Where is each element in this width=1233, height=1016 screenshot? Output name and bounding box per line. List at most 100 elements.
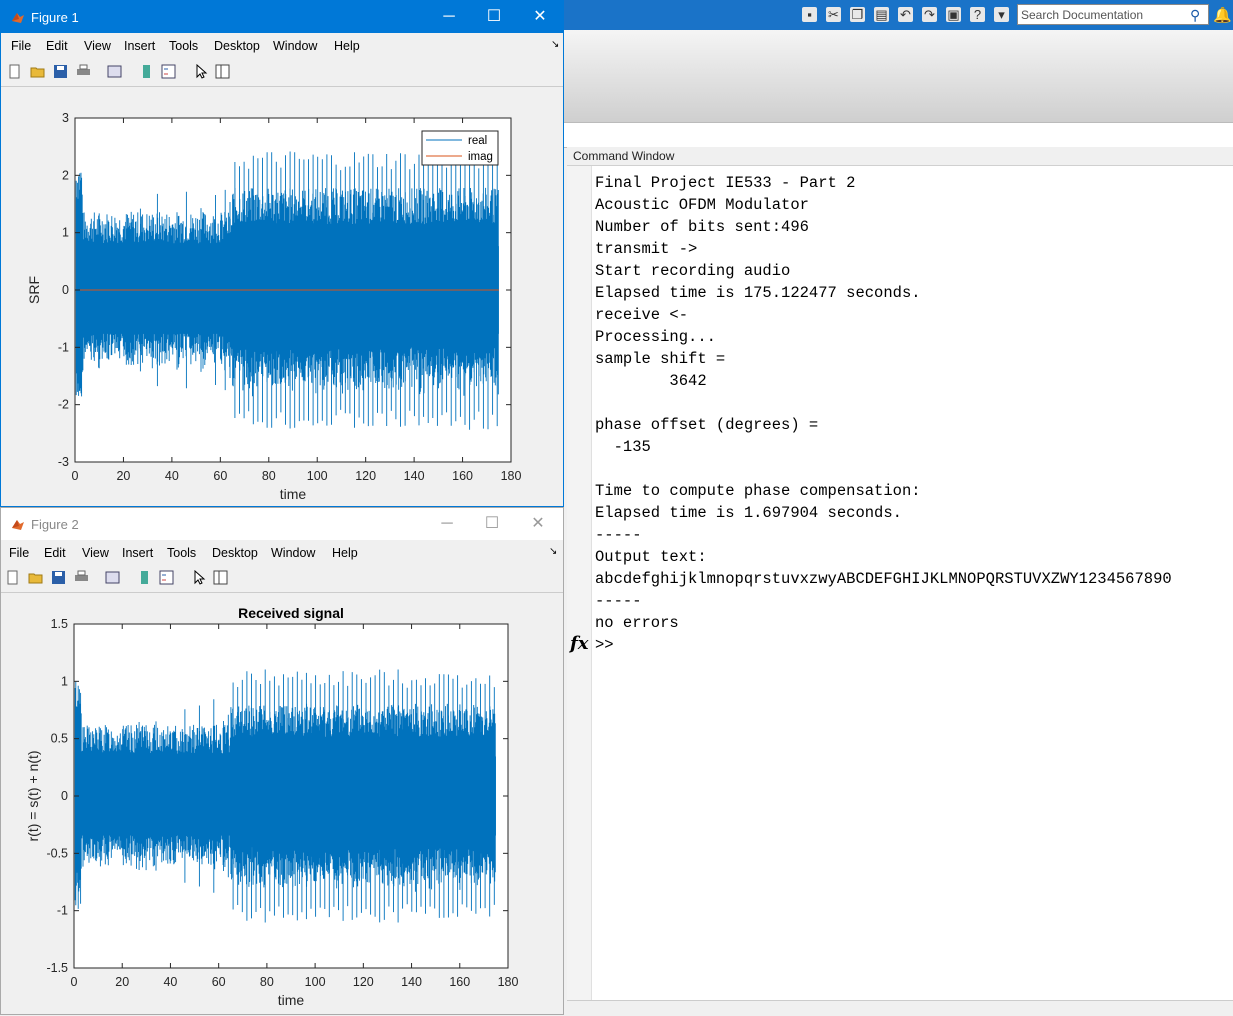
- menu-file[interactable]: File: [9, 546, 30, 560]
- maximize-button[interactable]: ☐: [484, 515, 500, 532]
- command-line: -----: [595, 526, 642, 544]
- open-file-icon[interactable]: [30, 64, 45, 79]
- x-tick-label: 60: [212, 975, 226, 989]
- command-line: Elapsed time is 175.122477 seconds.: [595, 284, 921, 302]
- insert-colorbar-icon[interactable]: [139, 64, 154, 79]
- x-tick-label: 40: [163, 975, 177, 989]
- figure-1-toolbar: [1, 58, 563, 87]
- command-window[interactable]: [567, 166, 1233, 1000]
- search-icon[interactable]: ⚲: [1190, 7, 1201, 23]
- menu-help[interactable]: Help: [334, 39, 360, 53]
- y-tick-label: -3: [58, 455, 69, 469]
- legend-label: imag: [468, 151, 493, 163]
- insert-legend-icon[interactable]: [159, 570, 174, 585]
- insert-colorbar-icon[interactable]: [137, 570, 152, 585]
- command-line: Elapsed time is 1.697904 seconds.: [595, 504, 902, 522]
- dropdown-icon[interactable]: ▾: [994, 7, 1009, 22]
- minimize-button[interactable]: ─: [443, 8, 455, 25]
- insert-legend-icon[interactable]: [161, 64, 176, 79]
- menu-desktop[interactable]: Desktop: [212, 546, 258, 560]
- signal-strokes: [74, 669, 496, 923]
- notification-bell-icon[interactable]: 🔔: [1213, 7, 1232, 24]
- save-figure-icon[interactable]: [51, 570, 66, 585]
- command-window-output[interactable]: Final Project IE533 - Part 2 Acoustic OFD…: [595, 172, 1172, 656]
- dock-arrow-icon[interactable]: ↘: [549, 546, 558, 557]
- dock-arrow-icon[interactable]: ↘: [551, 39, 560, 50]
- menu-file[interactable]: File: [11, 39, 32, 53]
- new-figure-icon[interactable]: [7, 64, 22, 79]
- cut-icon[interactable]: ✂: [826, 7, 841, 22]
- menu-edit[interactable]: Edit: [44, 546, 66, 560]
- matlab-logo-icon: [12, 13, 24, 23]
- x-tick-label: 180: [501, 469, 522, 483]
- menu-insert[interactable]: Insert: [124, 39, 156, 53]
- save-figure-icon[interactable]: [53, 64, 68, 79]
- print-figure-icon[interactable]: [74, 570, 89, 585]
- link-plot-icon[interactable]: [107, 64, 122, 79]
- print-figure-icon[interactable]: [76, 64, 91, 79]
- help-icon[interactable]: ?: [970, 7, 985, 22]
- x-tick-label: 120: [355, 469, 376, 483]
- edit-plot-pointer-icon[interactable]: [192, 570, 207, 585]
- menu-window[interactable]: Window: [271, 546, 316, 560]
- paste-icon[interactable]: ▤: [874, 7, 889, 22]
- command-line: >>: [595, 636, 614, 654]
- figure-2-window: Figure 2 ─ ☐ ✕ File Edit View Insert Too…: [0, 507, 564, 1015]
- x-tick-label: 140: [401, 975, 422, 989]
- redo-icon[interactable]: ↷: [922, 7, 937, 22]
- menu-insert[interactable]: Insert: [122, 546, 154, 560]
- save-icon[interactable]: ▪: [802, 7, 817, 22]
- show-plot-tools-icon[interactable]: [213, 570, 228, 585]
- menu-window[interactable]: Window: [273, 39, 318, 53]
- x-tick-label: 160: [449, 975, 470, 989]
- menu-desktop[interactable]: Desktop: [214, 39, 260, 53]
- y-tick-label: -1: [57, 904, 68, 918]
- copy-icon[interactable]: ❐: [850, 7, 865, 22]
- command-line: Number of bits sent:496: [595, 218, 809, 236]
- x-tick-label: 160: [452, 469, 473, 483]
- maximize-button[interactable]: ☐: [486, 8, 502, 25]
- command-line: abcdefghijklmnopqrstuvxzwyABCDEFGHIJKLMN…: [595, 570, 1172, 588]
- figure-2-titlebar[interactable]: Figure 2 ─ ☐ ✕: [1, 508, 563, 540]
- x-tick-label: 180: [498, 975, 519, 989]
- command-window-header: Command Window: [567, 147, 1233, 166]
- x-tick-label: 100: [305, 975, 326, 989]
- command-line: Start recording audio: [595, 262, 791, 280]
- figure-1-axes[interactable]: 0 20 40 60 80 100 120 140 160 180 3 2 1 0 -1 -2 -3 time SR…: [3, 87, 561, 505]
- x-tick-label: 80: [260, 975, 274, 989]
- undo-icon[interactable]: ↶: [898, 7, 913, 22]
- command-line: no errors: [595, 614, 679, 632]
- function-browser-icon[interactable]: fx: [570, 633, 589, 654]
- x-tick-label: 40: [165, 469, 179, 483]
- figure-1-title: Figure 1: [31, 10, 79, 25]
- series-real-line: [74, 669, 496, 923]
- minimize-button[interactable]: ─: [441, 515, 453, 532]
- figure-2-title: Figure 2: [31, 517, 79, 532]
- menu-edit[interactable]: Edit: [46, 39, 68, 53]
- menu-help[interactable]: Help: [332, 546, 358, 560]
- y-tick-label: 0: [62, 283, 69, 297]
- y-tick-label: -1.5: [46, 961, 68, 975]
- figure-1-titlebar[interactable]: Figure 1 ─ ☐ ✕: [1, 1, 563, 33]
- figure-2-axes[interactable]: 0 20 40 60 80 100 120 140 160 180 1.5 1 0.5 0 -0.5 -1 -1…: [3, 595, 561, 1013]
- x-tick-label: 120: [353, 975, 374, 989]
- close-button[interactable]: ✕: [533, 8, 547, 25]
- edit-plot-pointer-icon[interactable]: [194, 64, 209, 79]
- current-folder-address-bar[interactable]: [564, 122, 1233, 148]
- x-axis-label: time: [280, 486, 307, 502]
- menu-tools[interactable]: Tools: [167, 546, 197, 560]
- switch-windows-icon[interactable]: ▣: [946, 7, 961, 22]
- search-documentation-input[interactable]: [1017, 4, 1209, 25]
- command-line: Time to compute phase compensation:: [595, 482, 921, 500]
- search-placeholder: Search Documentation: [1021, 8, 1144, 22]
- menu-view[interactable]: View: [84, 39, 111, 53]
- x-axis-label: time: [278, 992, 305, 1008]
- new-figure-icon[interactable]: [5, 570, 20, 585]
- menu-tools[interactable]: Tools: [169, 39, 199, 53]
- legend: real imag: [421, 130, 499, 166]
- open-file-icon[interactable]: [28, 570, 43, 585]
- link-plot-icon[interactable]: [105, 570, 120, 585]
- close-button[interactable]: ✕: [531, 515, 545, 532]
- show-plot-tools-icon[interactable]: [215, 64, 230, 79]
- menu-view[interactable]: View: [82, 546, 109, 560]
